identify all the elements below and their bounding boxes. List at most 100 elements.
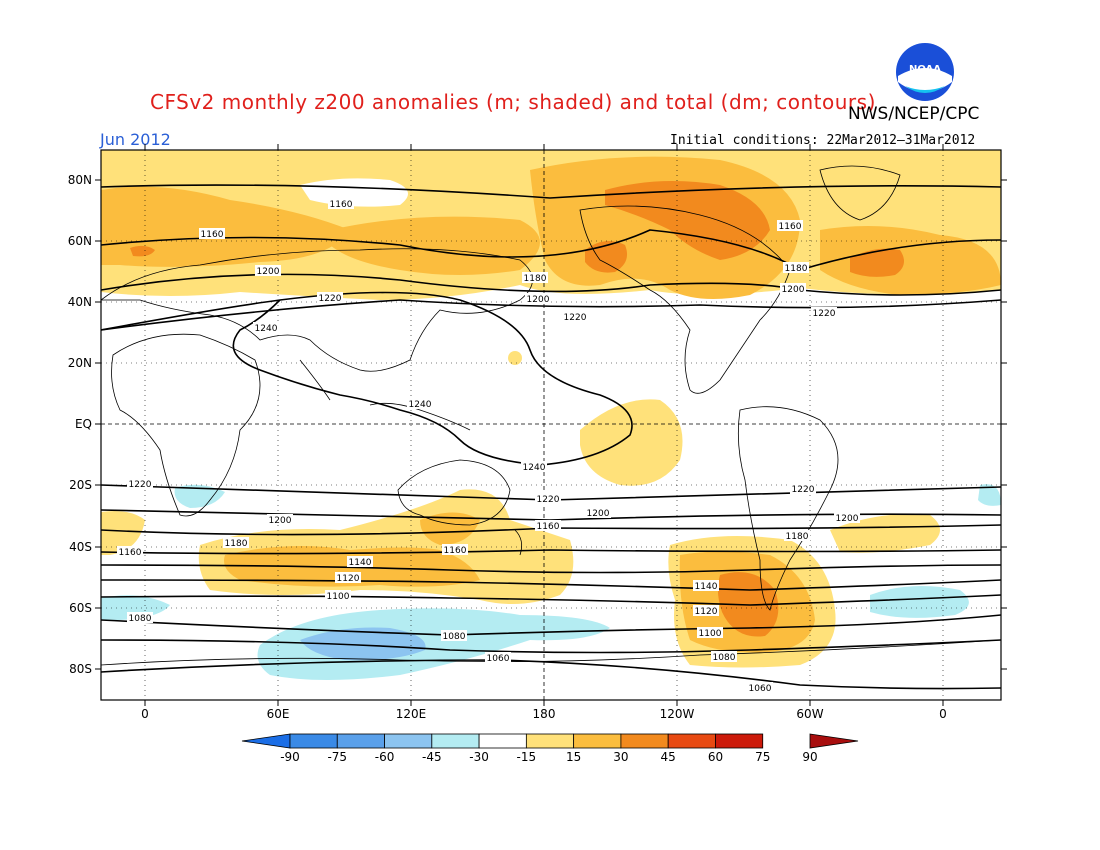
agency-label: NWS/NCEP/CPC [848,104,980,124]
contour-label: 1240 [255,324,278,334]
lon-label: 0 [939,707,947,721]
colorbar-label: -30 [469,750,489,764]
contour-label: 1220 [564,313,587,323]
longitude-axis: 0 60E 120E 180 120W 60W 0 [141,144,947,721]
colorbar-swatch [525,733,575,749]
contour-label-bg [585,507,611,518]
lat-label: EQ [75,417,92,431]
contour-label-bg [783,262,809,273]
contour-label-bg [834,512,860,523]
contour-label: 1220 [792,485,815,495]
colorbar-swatch [336,733,385,749]
contour-label-bg [328,198,354,209]
contour-label: 1200 [527,295,550,305]
contour-label: 1080 [713,653,736,663]
contour-label: 1180 [785,264,808,274]
contour-label-bg [253,322,279,333]
lat-label: 20N [68,356,92,370]
lat-label: 60N [68,234,92,248]
contour-label: 1080 [443,632,466,642]
contour-label-bg [317,292,343,303]
lat-label: 80S [69,662,92,676]
colorbar-label: 60 [708,750,723,764]
contour-label-bg [747,682,773,693]
contour-label-bg [407,398,433,409]
contour-label-bg [127,612,153,623]
contour-label-bg [777,220,803,231]
contour-label: 1240 [523,463,546,473]
contour-label: 1160 [330,200,353,210]
lon-label: 120W [660,707,695,721]
colorbar-swatch [384,733,433,749]
contour-label-bg [255,265,281,276]
contour-label: 1200 [587,509,610,519]
colorbar-swatch [431,733,480,749]
contour-label-bg [693,605,719,616]
contour-label-bg [525,293,551,304]
contour-label: 1160 [537,522,560,532]
contour-label-bg [223,537,249,548]
contour-label: 1100 [327,592,350,602]
contour-label: 1220 [537,495,560,505]
contour-label: 1160 [119,548,142,558]
contour-label: 1200 [269,516,292,526]
colorbar: -90 -75 -60 -45 -30 -15 15 30 45 60 75 90 [241,733,859,764]
forecast-month: Jun 2012 [100,130,171,149]
lat-label: 40N [68,295,92,309]
map-frame [100,149,1002,701]
colorbar-label: 30 [613,750,628,764]
colorbar-label: -75 [327,750,347,764]
contour-label: 1160 [444,546,467,556]
lat-label: 60S [69,601,92,615]
contour-label: 1160 [779,222,802,232]
contour-label: 1200 [257,267,280,277]
contour-label-bg [485,652,511,663]
colorbar-swatch [573,733,622,749]
contour-label-bg [535,520,561,531]
contour-label-bg [780,283,806,294]
contour-label: 1060 [749,684,772,694]
contour-label: 1220 [129,480,152,490]
lat-label: 40S [69,540,92,554]
contour-label-bg [693,580,719,591]
colorbar-swatch [667,733,716,749]
lon-label: 0 [141,707,149,721]
latitude-axis: 80N 60N 40N 20N EQ 20S 40S 60S 80S [68,173,1007,676]
contour-label-bg [697,627,723,638]
contour-label: 1120 [337,574,360,584]
contour-label-bg [442,544,468,555]
contour-label: 1240 [409,400,432,410]
contour-labels: 1160 1160 1160 1180 1180 1200 1200 1200 1220 1220… [117,198,860,694]
contour-label-bg [522,272,548,283]
contour-label-bg [325,590,351,601]
contour-label-bg [127,478,153,489]
contour-label: 1220 [319,294,342,304]
contour-label-bg [117,546,143,557]
contour-label: 1180 [225,539,248,549]
colorbar-label: -15 [517,750,537,764]
colorbar-label: 75 [755,750,770,764]
map-title: CFSv2 monthly z200 anomalies (m; shaded)… [150,90,876,114]
contour-label: 1140 [695,582,718,592]
contour-label: 1200 [782,285,805,295]
contour-label-bg [562,311,588,322]
colorbar-arrow-left [241,733,291,749]
contour-label-bg [335,572,361,583]
contour-label-bg [267,514,293,525]
map-grid [101,150,1001,700]
lat-label: 80N [68,173,92,187]
lon-label: 180 [533,707,556,721]
contour-label: 1080 [129,614,152,624]
contour-label-bg [784,530,810,541]
colorbar-label: 90 [802,750,817,764]
contour-label: 1160 [201,230,224,240]
colorbar-swatch [289,733,338,749]
contour-label: 1100 [699,629,722,639]
contour-label: 1220 [813,309,836,319]
noaa-logo-text: NOAA [909,64,941,75]
coastlines [101,165,1001,666]
contour-label: 1120 [695,607,718,617]
colorbar-swatch [715,733,764,749]
contour-label: 1060 [487,654,510,664]
contour-label: 1140 [349,558,372,568]
